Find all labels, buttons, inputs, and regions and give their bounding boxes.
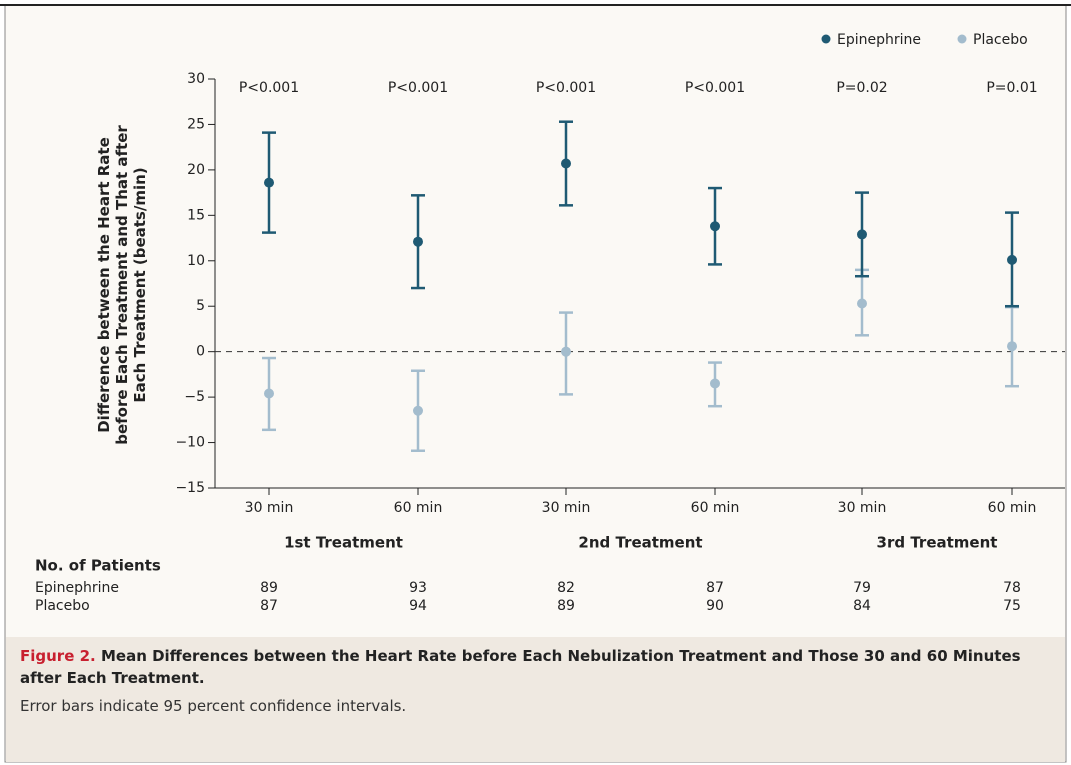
caption: Figure 2. Mean Differences between the H… — [6, 637, 1065, 762]
y-tick-label: −5 — [184, 389, 205, 405]
y-tick-label: 10 — [187, 253, 205, 269]
table-cell: 82 — [557, 580, 575, 596]
point — [561, 158, 571, 169]
caption-label: Figure 2. — [20, 647, 96, 665]
y-tick-label: 20 — [187, 162, 205, 178]
table-cell: 84 — [853, 598, 871, 614]
point — [264, 388, 274, 399]
table-cell: 94 — [409, 598, 427, 614]
point — [561, 346, 571, 357]
table-cell: 87 — [260, 598, 278, 614]
group-label: 2nd Treatment — [578, 534, 702, 552]
x-tick-label: 30 min — [838, 500, 887, 516]
x-tick-label: 30 min — [245, 500, 294, 516]
x-tick-label: 30 min — [542, 500, 591, 516]
y-tick-label: −15 — [175, 480, 205, 496]
annotation: P<0.001 — [685, 80, 745, 96]
annotation: P=0.01 — [986, 80, 1037, 96]
y-axis-label-line: before Each Treatment and That after — [113, 125, 131, 445]
y-tick-label: 30 — [187, 71, 205, 87]
table-cell: 78 — [1003, 580, 1021, 596]
table-cell: 93 — [409, 580, 427, 596]
group-label: 1st Treatment — [284, 534, 403, 552]
point — [710, 378, 720, 389]
table-row-label: Placebo — [35, 598, 90, 614]
table-row-label: Epinephrine — [35, 580, 119, 596]
point — [857, 229, 867, 240]
y-axis-label-line: Each Treatment (beats/min) — [131, 167, 149, 402]
caption-text: Mean Differences between the Heart Rate … — [20, 647, 1021, 687]
table-cell: 75 — [1003, 598, 1021, 614]
point — [857, 298, 867, 309]
caption-title: Figure 2. Mean Differences between the H… — [20, 645, 1051, 689]
x-tick-label: 60 min — [691, 500, 740, 516]
y-axis-label: Difference between the Heart Ratebefore … — [95, 125, 149, 445]
legend-label: Placebo — [973, 32, 1028, 48]
table-cell: 79 — [853, 580, 871, 596]
y-tick-label: 5 — [196, 298, 205, 314]
y-axis-label-line: Difference between the Heart Rate — [95, 137, 113, 433]
legend-label: Epinephrine — [837, 32, 921, 48]
frame — [4, 4, 1067, 763]
table-cell: 87 — [706, 580, 724, 596]
point — [710, 221, 720, 232]
annotation: P<0.001 — [239, 80, 299, 96]
point — [1007, 341, 1017, 352]
point — [413, 236, 423, 247]
annotation: P<0.001 — [388, 80, 448, 96]
point — [264, 177, 274, 188]
table-title: No. of Patients — [35, 557, 161, 575]
group-label: 3rd Treatment — [877, 534, 998, 552]
table-cell: 89 — [557, 598, 575, 614]
y-tick-label: −10 — [175, 435, 205, 451]
legend-swatch — [821, 34, 831, 44]
annotation: P<0.001 — [536, 80, 596, 96]
annotation: P=0.02 — [836, 80, 887, 96]
y-tick-label: 25 — [187, 116, 205, 132]
legend-swatch — [957, 34, 967, 44]
x-tick-label: 60 min — [988, 500, 1037, 516]
table-cell: 90 — [706, 598, 724, 614]
x-tick-label: 60 min — [394, 500, 443, 516]
table-cell: 89 — [260, 580, 278, 596]
point — [1007, 254, 1017, 265]
point — [413, 405, 423, 416]
y-tick-label: 15 — [187, 207, 205, 223]
y-tick-label: 0 — [196, 344, 205, 360]
caption-note: Error bars indicate 95 percent confidenc… — [20, 697, 407, 715]
